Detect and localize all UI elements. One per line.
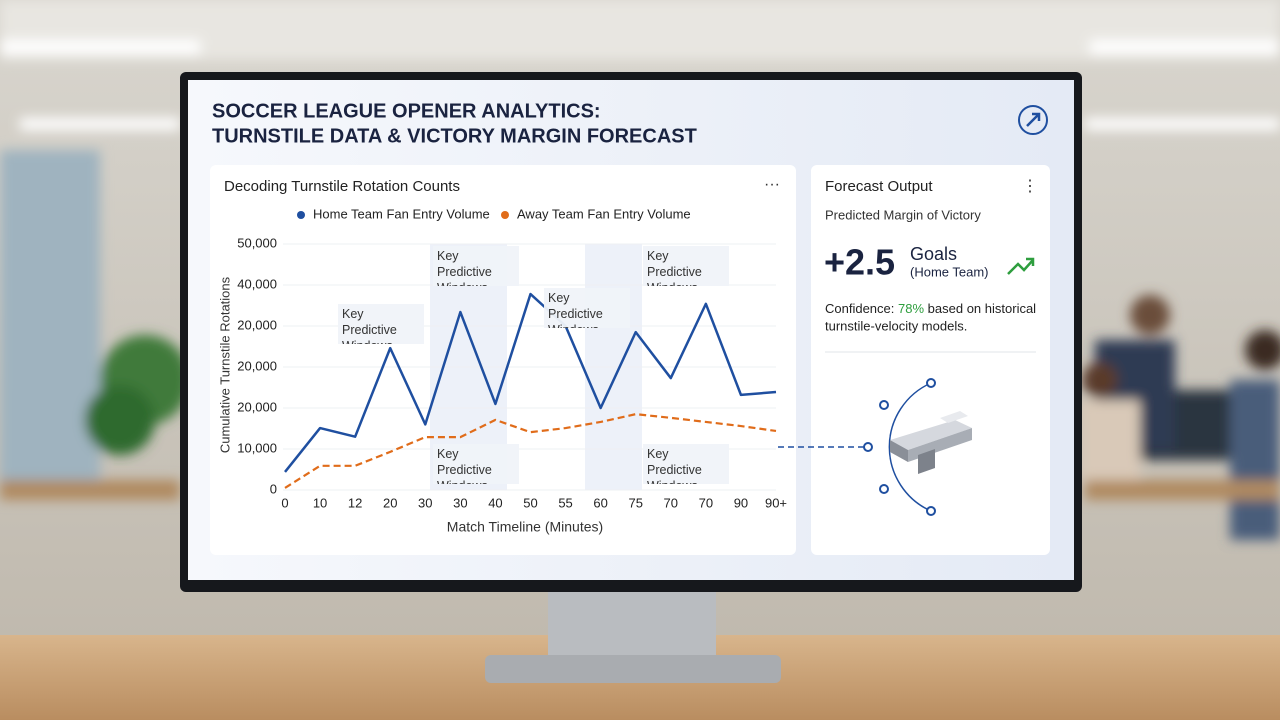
forecast-unit: Goals bbox=[910, 244, 957, 264]
turnstile-icon bbox=[890, 411, 972, 474]
monitor-base bbox=[485, 655, 781, 683]
legend-marker bbox=[297, 211, 305, 219]
series-line bbox=[284, 292, 777, 473]
confidence-suffix: based on historical bbox=[928, 301, 1037, 316]
y-tick-label: 20,000 bbox=[237, 317, 277, 332]
annotation-box: Key Predictive Windows bbox=[433, 246, 519, 286]
x-tick-label: 70 bbox=[664, 495, 678, 510]
y-tick-label: 50,000 bbox=[237, 235, 277, 250]
x-tick-label: 20 bbox=[383, 495, 397, 510]
annotation: Key Predictive Windows bbox=[433, 246, 519, 286]
annotation: Key Predictive Windows bbox=[433, 444, 519, 484]
monitor-neck bbox=[548, 585, 716, 657]
x-tick-label: 50 bbox=[523, 495, 537, 510]
forecast-title: Forecast Output bbox=[825, 178, 933, 195]
x-tick-label: 55 bbox=[558, 495, 572, 510]
x-tick-label: 40 bbox=[488, 495, 502, 510]
confidence-line: turnstile-velocity models. bbox=[825, 318, 967, 333]
confidence-value: 78% bbox=[898, 301, 924, 316]
annotation: Key Predictive Windows bbox=[643, 444, 729, 484]
x-tick-label: 30 bbox=[418, 495, 432, 510]
y-tick-label: 40,000 bbox=[237, 276, 277, 291]
x-tick-label: 10 bbox=[313, 495, 327, 510]
x-axis-label: Match Timeline (Minutes) bbox=[447, 519, 603, 535]
x-tick-label: 70 bbox=[699, 495, 713, 510]
forecast-card bbox=[811, 165, 1050, 555]
annotation-box: Key Predictive Windows bbox=[433, 444, 519, 484]
x-tick-label: 12 bbox=[348, 495, 362, 510]
legend-label: Away Team Fan Entry Volume bbox=[517, 206, 691, 221]
x-tick-label: 30 bbox=[453, 495, 467, 510]
x-tick-label: 90 bbox=[734, 495, 748, 510]
arc bbox=[888, 382, 932, 512]
annotation: Key Predictive Windows bbox=[544, 288, 630, 328]
share-arrow bbox=[1026, 112, 1041, 127]
x-tick-label: 75 bbox=[628, 495, 642, 510]
annotation-box: Key Predictive Windows bbox=[338, 304, 424, 344]
y-tick-label: 20,000 bbox=[237, 399, 277, 414]
chart-title: Decoding Turnstile Rotation Counts bbox=[224, 178, 460, 195]
forecast-team: (Home Team) bbox=[910, 264, 989, 279]
annotation-box: Key Predictive Windows bbox=[544, 288, 630, 328]
annotation: Key Predictive Windows bbox=[643, 246, 729, 286]
x-tick-label: 0 bbox=[281, 495, 288, 510]
trend-icon bbox=[1007, 257, 1035, 275]
annotation: Key Predictive Windows bbox=[338, 304, 424, 344]
office-blur bbox=[0, 0, 1280, 540]
confidence: Confidence: 78% based on historical bbox=[825, 301, 1036, 316]
menu-dots[interactable]: ··· bbox=[764, 176, 780, 193]
y-tick-label: 20,000 bbox=[237, 358, 277, 373]
legend-marker bbox=[501, 211, 509, 219]
y-axis-label: Cumulative Turnstile Rotations bbox=[217, 276, 232, 453]
series-line bbox=[284, 413, 777, 489]
title: SOCCER LEAGUE OPENER ANALYTICS: bbox=[212, 100, 601, 122]
annotation-box: Key Predictive Windows bbox=[643, 246, 729, 286]
forecast-value: +2.5 bbox=[824, 242, 895, 283]
y-tick-label: 0 bbox=[270, 481, 277, 496]
y-tick-label: 10,000 bbox=[237, 440, 277, 455]
title: TURNSTILE DATA & VICTORY MARGIN FORECAST bbox=[212, 125, 697, 147]
share-icon[interactable] bbox=[1018, 105, 1048, 135]
annotation-box: Key Predictive Windows bbox=[643, 444, 729, 484]
x-tick-label: 60 bbox=[593, 495, 607, 510]
x-tick-label: 90+ bbox=[765, 495, 787, 510]
legend-label: Home Team Fan Entry Volume bbox=[313, 206, 490, 221]
forecast-subtitle: Predicted Margin of Victory bbox=[825, 207, 981, 222]
arc-nodes bbox=[863, 378, 936, 516]
menu-dots[interactable]: ⋮ bbox=[1022, 178, 1038, 195]
confidence-prefix: Confidence: bbox=[825, 301, 894, 316]
